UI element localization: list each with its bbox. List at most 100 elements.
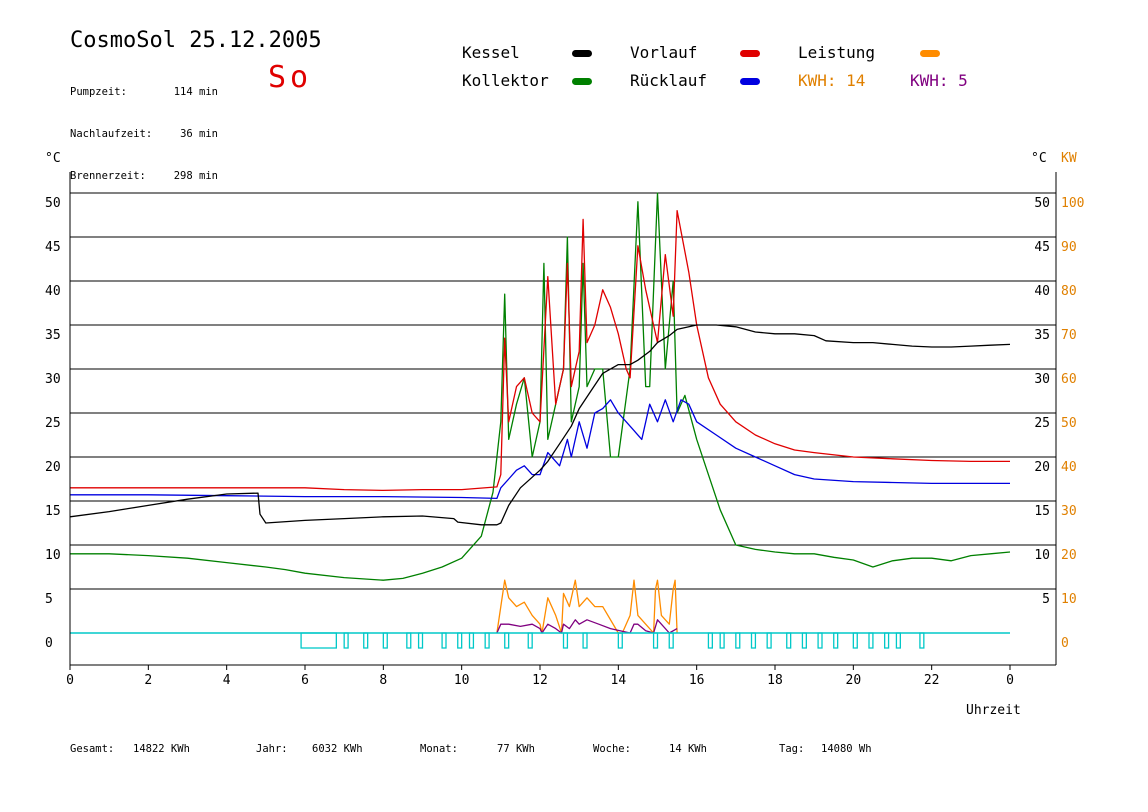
- legend-leistung-label: Leistung: [798, 43, 876, 62]
- pumpzeit-label: Pumpzeit:: [70, 86, 127, 98]
- legend-vorlauf-label: Vorlauf: [630, 43, 698, 62]
- x-tick-label: 4: [223, 673, 231, 688]
- pump-run-mark: [343, 632, 349, 649]
- footer-tag-value: 14080 Wh: [821, 743, 872, 755]
- y-tick-label-kw: 100: [1061, 196, 1084, 211]
- pump-run-mark: [468, 632, 475, 649]
- x-tick-label: 0: [1006, 673, 1014, 688]
- legend-kollektor-swatch: [572, 78, 592, 85]
- pump-run-mark: [801, 632, 807, 649]
- y-tick-label-left: 15: [45, 504, 61, 519]
- y-tick-label-kw: 50: [1061, 416, 1077, 431]
- x-tick-label: 0: [66, 673, 74, 688]
- pump-run-mark: [652, 632, 659, 649]
- y-tick-label-right: 50: [1034, 196, 1050, 211]
- x-tick-label: 16: [689, 673, 705, 688]
- pump-run-mark: [766, 632, 772, 649]
- x-axis-label: Uhrzeit: [966, 703, 1021, 718]
- series-leistung-line: [496, 579, 678, 634]
- pump-run-mark: [786, 632, 792, 649]
- y-tick-label-left: 25: [45, 416, 61, 431]
- y-tick-label-left: 30: [45, 372, 61, 387]
- y-tick-label-right: 35: [1034, 328, 1050, 343]
- legend-vorlauf-swatch: [740, 50, 760, 57]
- series-vorlauf-line: [70, 209, 1010, 492]
- pump-run-mark: [868, 632, 874, 649]
- y-axis-label-kw: KW: [1061, 151, 1077, 166]
- weekday-label: So: [268, 60, 313, 95]
- x-tick-label: 20: [846, 673, 862, 688]
- x-tick-label: 8: [379, 673, 387, 688]
- brennerzeit-value: 298 min: [173, 170, 218, 182]
- x-tick-label: 6: [301, 673, 309, 688]
- pump-run-mark: [457, 632, 463, 649]
- y-tick-label-left: 0: [45, 636, 53, 651]
- legend-ruecklauf-label: Rücklauf: [630, 71, 708, 90]
- footer-gesamt-value: 14822 KWh: [133, 743, 190, 755]
- y-tick-label-kw: 60: [1061, 372, 1077, 387]
- pump-run-mark: [504, 632, 510, 649]
- nachlaufzeit-label: Nachlaufzeit:: [70, 128, 153, 140]
- legend-kessel-label: Kessel: [462, 43, 520, 62]
- x-tick-label: 10: [454, 673, 470, 688]
- series-ruecklauf-line: [70, 399, 1010, 500]
- y-tick-label-left: 20: [45, 460, 61, 475]
- legend-kessel-swatch: [572, 50, 592, 57]
- pump-run-mark: [895, 632, 901, 649]
- brennerzeit-label: Brennerzeit:: [70, 170, 146, 182]
- pump-run-mark: [484, 632, 490, 649]
- x-tick-label: 14: [611, 673, 627, 688]
- y-tick-label-right: 30: [1034, 372, 1050, 387]
- y-tick-label-right: 25: [1034, 416, 1050, 431]
- pump-run-mark: [817, 632, 823, 649]
- legend-ruecklauf-swatch: [740, 78, 760, 85]
- legend-leistung-swatch: [920, 50, 940, 57]
- series-kessel-line: [69, 324, 1011, 526]
- pump-run-mark: [582, 632, 588, 649]
- x-tick-label: 2: [144, 673, 152, 688]
- pump-run-mark: [300, 632, 337, 649]
- pump-run-mark: [527, 632, 533, 649]
- legend-kwh-purple: KWH: 5: [910, 71, 968, 90]
- pump-run-mark: [562, 632, 569, 649]
- pump-run-mark: [417, 632, 424, 649]
- y-tick-label-left: 35: [45, 328, 61, 343]
- y-tick-label-left: 50: [45, 196, 61, 211]
- info-labels: Pumpzeit: Nachlaufzeit: Brennerzeit:: [70, 57, 152, 197]
- y-tick-label-kw: 0: [1061, 636, 1069, 651]
- y-tick-label-right: 40: [1034, 284, 1050, 299]
- pump-run-mark: [406, 632, 412, 649]
- y-tick-label-right: 20: [1034, 460, 1050, 475]
- series-kollektor-line: [70, 192, 1011, 581]
- y-tick-label-left: 5: [45, 592, 53, 607]
- footer-woche-label: Woche:: [593, 743, 631, 755]
- y-tick-label-right: 10: [1034, 548, 1050, 563]
- pump-run-mark: [617, 632, 623, 649]
- y-tick-label-kw: 30: [1061, 504, 1077, 519]
- pump-run-mark: [833, 632, 839, 649]
- legend-kollektor-label: Kollektor: [462, 71, 549, 90]
- footer-tag-label: Tag:: [779, 743, 805, 755]
- y-tick-label-kw: 90: [1061, 240, 1077, 255]
- y-tick-label-left: 10: [45, 548, 61, 563]
- pump-run-mark: [735, 632, 741, 649]
- pump-run-mark: [382, 632, 388, 649]
- info-values: 114 min 36 min 298 min: [160, 57, 218, 197]
- pumpzeit-value: 114 min: [173, 86, 218, 98]
- y-tick-label-right: 5: [1042, 592, 1050, 607]
- y-tick-label-left: 40: [45, 284, 61, 299]
- y-tick-label-left: 45: [45, 240, 61, 255]
- pump-run-mark: [441, 632, 447, 649]
- pump-run-mark: [884, 632, 890, 649]
- x-tick-label: 12: [532, 673, 548, 688]
- y-tick-label-kw: 80: [1061, 284, 1077, 299]
- x-tick-label: 18: [767, 673, 783, 688]
- y-tick-label-right: 15: [1034, 504, 1050, 519]
- footer-gesamt-label: Gesamt:: [70, 743, 115, 755]
- chart-title: CosmoSol 25.12.2005: [70, 28, 322, 53]
- y-axis-label-right: °C: [1031, 151, 1047, 166]
- pump-run-mark: [363, 632, 369, 649]
- y-tick-label-kw: 10: [1061, 592, 1077, 607]
- y-tick-label-kw: 70: [1061, 328, 1077, 343]
